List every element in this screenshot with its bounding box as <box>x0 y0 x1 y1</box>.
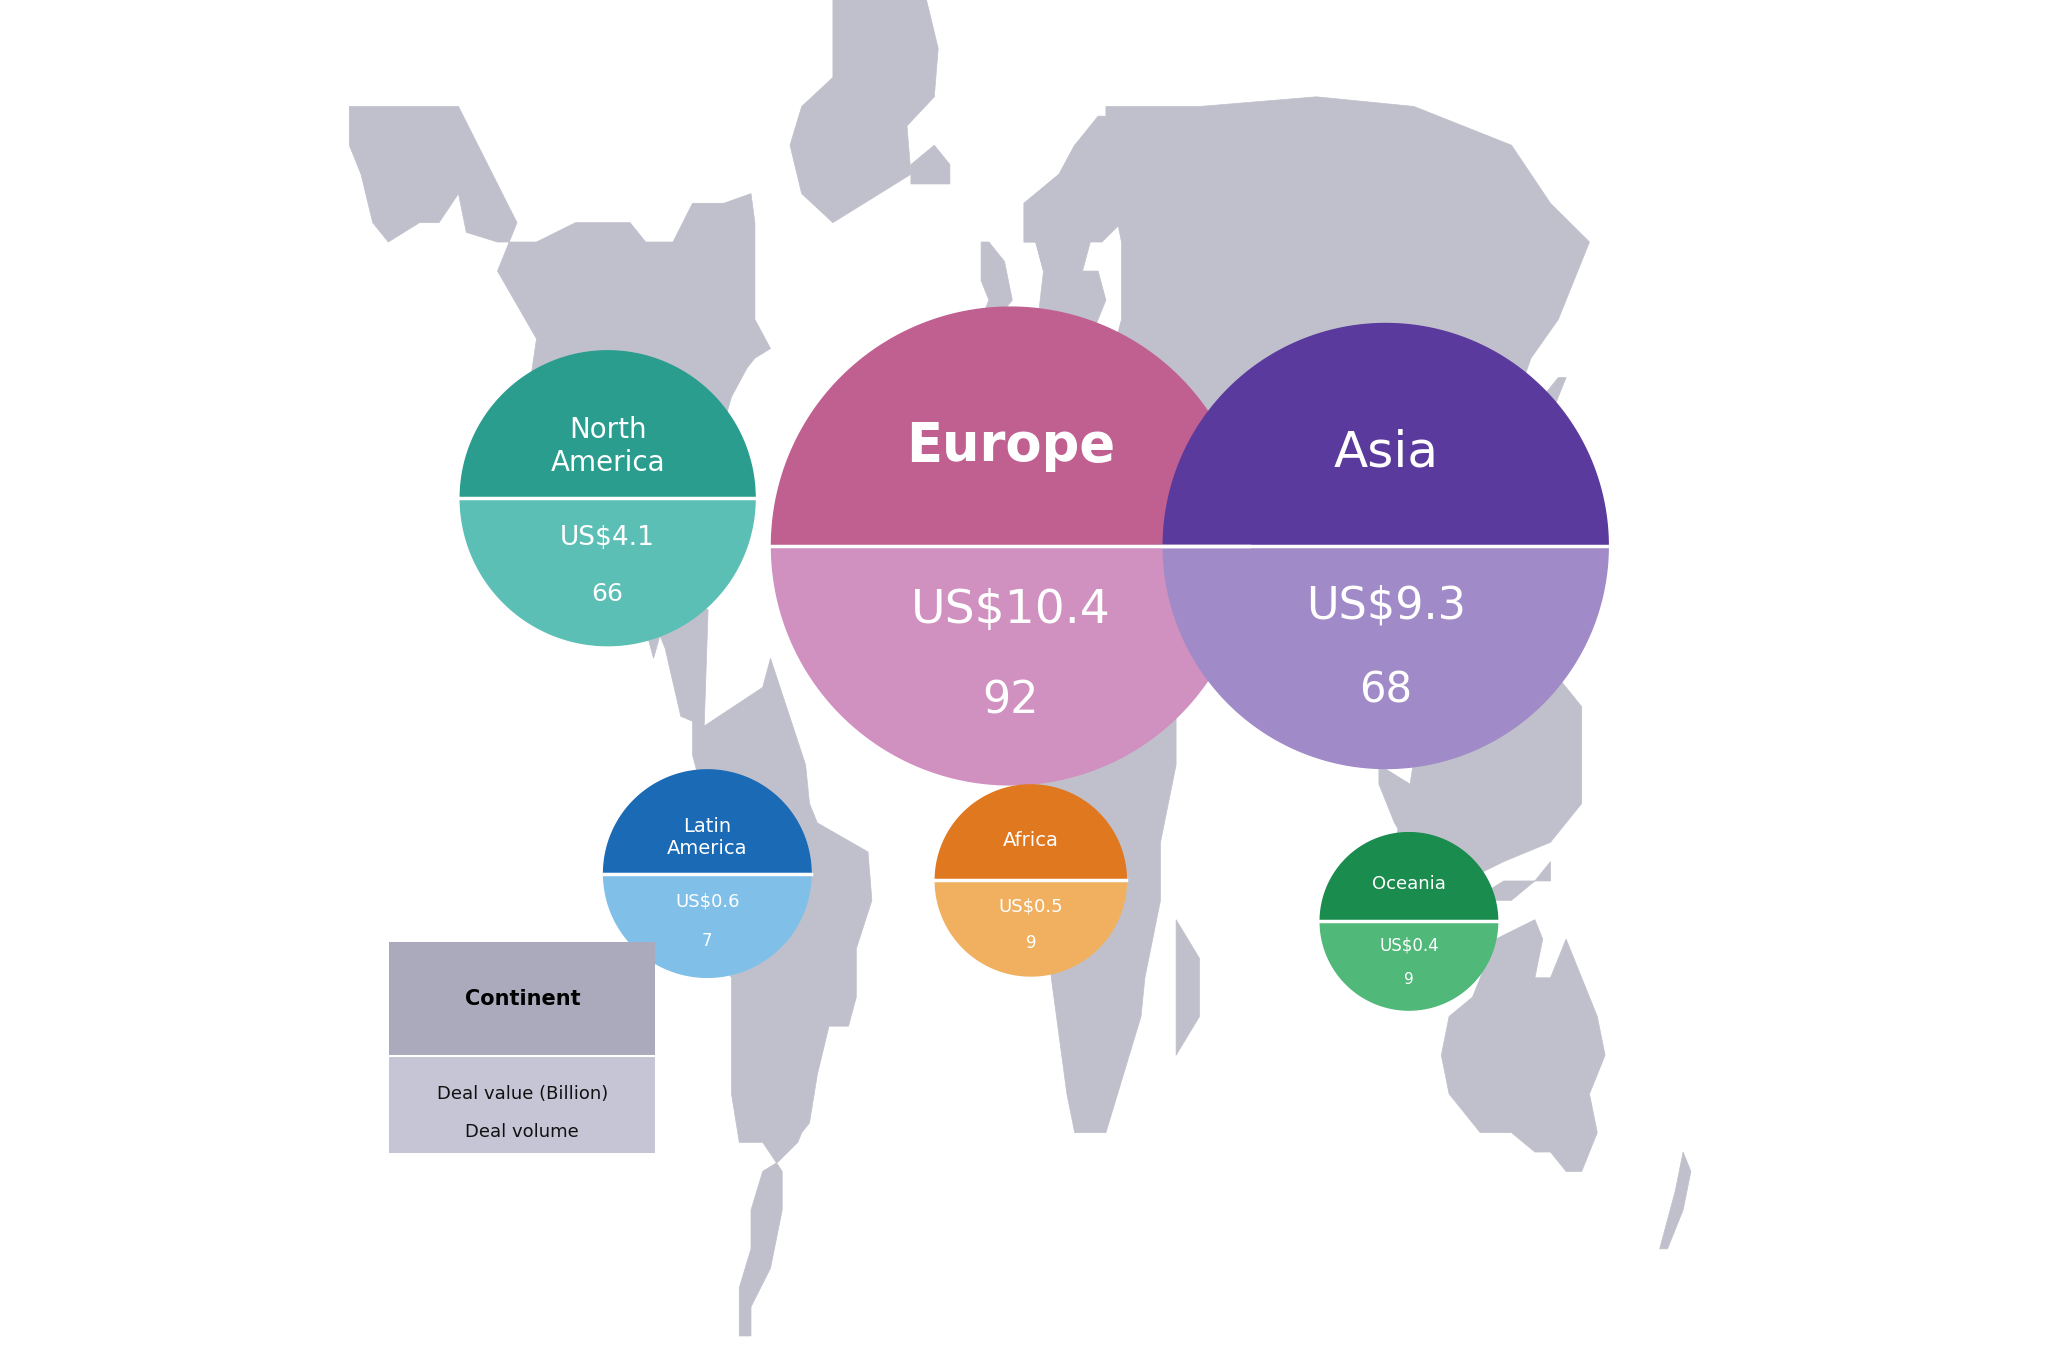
Polygon shape <box>1464 629 1489 726</box>
Polygon shape <box>1321 921 1497 1010</box>
Text: Europe: Europe <box>905 419 1114 472</box>
Polygon shape <box>1106 97 1589 880</box>
Text: Africa: Africa <box>1004 831 1059 850</box>
Polygon shape <box>1425 745 1464 842</box>
Text: Latin
America: Latin America <box>668 816 748 857</box>
Polygon shape <box>1024 116 1122 272</box>
Polygon shape <box>791 0 938 222</box>
Polygon shape <box>461 351 756 498</box>
Text: US$10.4: US$10.4 <box>911 588 1110 633</box>
Polygon shape <box>1378 764 1550 901</box>
Text: Asia: Asia <box>1333 429 1438 476</box>
Polygon shape <box>911 145 950 184</box>
Text: 92: 92 <box>983 680 1038 723</box>
Polygon shape <box>1163 546 1608 768</box>
Polygon shape <box>1176 920 1200 1055</box>
Polygon shape <box>604 770 811 874</box>
Text: Deal value (Billion): Deal value (Billion) <box>436 1085 608 1103</box>
Text: 9: 9 <box>1405 972 1413 987</box>
Polygon shape <box>942 455 1176 1133</box>
Text: US$0.5: US$0.5 <box>999 897 1063 915</box>
Polygon shape <box>965 116 1128 455</box>
Text: 66: 66 <box>592 581 625 606</box>
Polygon shape <box>604 874 811 977</box>
Text: 9: 9 <box>1026 934 1036 951</box>
Polygon shape <box>1511 378 1567 494</box>
Text: Oceania: Oceania <box>1372 875 1446 893</box>
Polygon shape <box>936 785 1126 880</box>
Polygon shape <box>772 546 1249 785</box>
Text: 7: 7 <box>702 932 713 950</box>
Bar <box>389 1057 655 1153</box>
Text: US$4.1: US$4.1 <box>561 526 655 551</box>
Polygon shape <box>936 880 1126 976</box>
Bar <box>389 942 655 1057</box>
Text: Continent: Continent <box>465 990 580 1009</box>
Text: US$9.3: US$9.3 <box>1307 584 1466 628</box>
Polygon shape <box>692 658 872 1336</box>
Polygon shape <box>1659 1152 1692 1249</box>
Polygon shape <box>1321 833 1497 921</box>
Polygon shape <box>350 106 770 726</box>
Polygon shape <box>1163 324 1608 546</box>
Text: North
America: North America <box>551 416 666 476</box>
Polygon shape <box>981 242 1012 319</box>
Text: 68: 68 <box>1360 670 1413 711</box>
Text: US$0.4: US$0.4 <box>1378 936 1440 954</box>
Polygon shape <box>461 498 756 646</box>
Polygon shape <box>1442 920 1606 1171</box>
Polygon shape <box>772 307 1249 546</box>
Text: Deal volume: Deal volume <box>465 1123 580 1141</box>
Polygon shape <box>1317 726 1325 745</box>
Text: US$0.6: US$0.6 <box>676 893 739 910</box>
